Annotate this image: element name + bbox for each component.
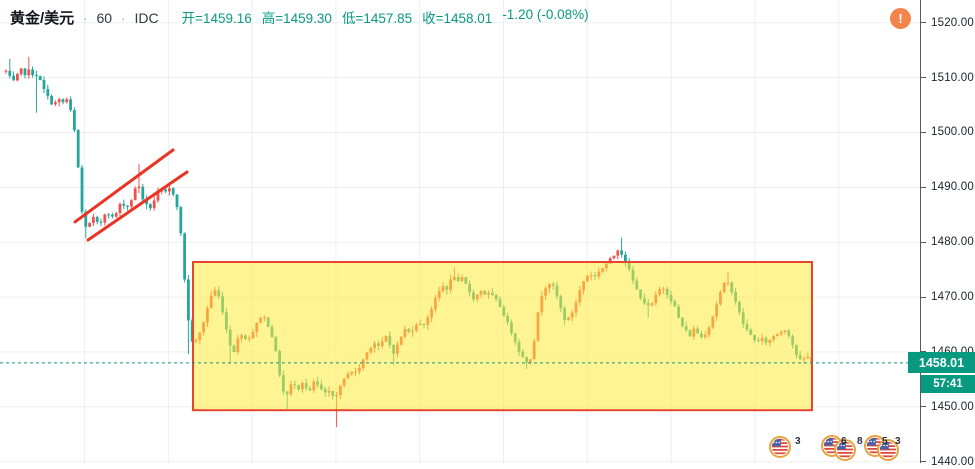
svg-text:6: 6 <box>841 436 847 447</box>
close-value: 收=1458.01 <box>422 11 493 26</box>
price-axis-tick: 1510.00 <box>921 71 974 85</box>
tick-mark <box>921 186 926 188</box>
tick-label: 1520.00 <box>931 16 974 29</box>
svg-text:8: 8 <box>857 436 863 447</box>
open-value: 开=1459.16 <box>181 11 252 26</box>
price-axis-tick: 1520.00 <box>921 16 974 30</box>
tick-label: 1480.00 <box>931 236 974 249</box>
rectangle-drawing[interactable] <box>192 261 813 412</box>
alert-warning-icon[interactable]: ! <box>890 8 911 29</box>
price-axis-tick: 1470.00 <box>921 290 974 304</box>
econ-event-group[interactable]: 3 <box>769 436 801 458</box>
price-axis[interactable]: 1520.00 1510.00 1500.00 1490.00 1480.00 1470.… <box>920 0 975 468</box>
price-axis-tick: 1500.00 <box>921 125 974 139</box>
price-axis-tick: 1450.00 <box>921 400 974 414</box>
high-value: 高=1459.30 <box>261 11 332 26</box>
tick-label: 1510.00 <box>931 71 974 84</box>
price-axis-tick: 1440.00 <box>921 455 974 469</box>
legend-separator: · <box>121 11 126 26</box>
tick-mark <box>921 351 926 353</box>
tick-mark <box>921 241 926 243</box>
tick-mark <box>921 296 926 298</box>
ohlc-readout: 开=1459.16 高=1459.30 低=1457.85 收=1458.01 … <box>182 7 589 27</box>
change-value: -1.20 (-0.08%) <box>502 7 589 22</box>
chart-legend: 黄金/美元 · 60 · IDC 开=1459.16 高=1459.30 低=1… <box>10 7 589 28</box>
tick-label: 1450.00 <box>931 400 974 413</box>
interval-value[interactable]: 60 <box>96 10 113 26</box>
tick-label: 1440.00 <box>931 455 974 468</box>
bar-countdown-timer: 57:41 <box>921 375 975 393</box>
exchange-label: IDC <box>134 10 159 26</box>
tick-label: 1490.00 <box>931 181 974 194</box>
price-axis-tick: 1490.00 <box>921 180 974 194</box>
svg-text:3: 3 <box>895 436 901 447</box>
tick-mark <box>921 22 926 24</box>
legend-separator: · <box>83 11 88 26</box>
svg-text:3: 3 <box>795 436 801 447</box>
tick-mark <box>921 406 926 408</box>
trendline-drawings[interactable] <box>73 148 189 242</box>
tick-mark <box>921 461 926 463</box>
low-value: 低=1457.85 <box>341 11 413 26</box>
tick-mark <box>921 131 926 133</box>
symbol-title[interactable]: 黄金/美元 <box>10 10 75 27</box>
last-price-badge: 1458.01 <box>908 352 975 373</box>
tick-label: 1500.00 <box>931 126 974 139</box>
svg-text:5: 5 <box>882 436 888 447</box>
tick-mark <box>921 77 926 79</box>
price-axis-tick: 1480.00 <box>921 235 974 249</box>
tick-label: 1470.00 <box>931 291 974 304</box>
